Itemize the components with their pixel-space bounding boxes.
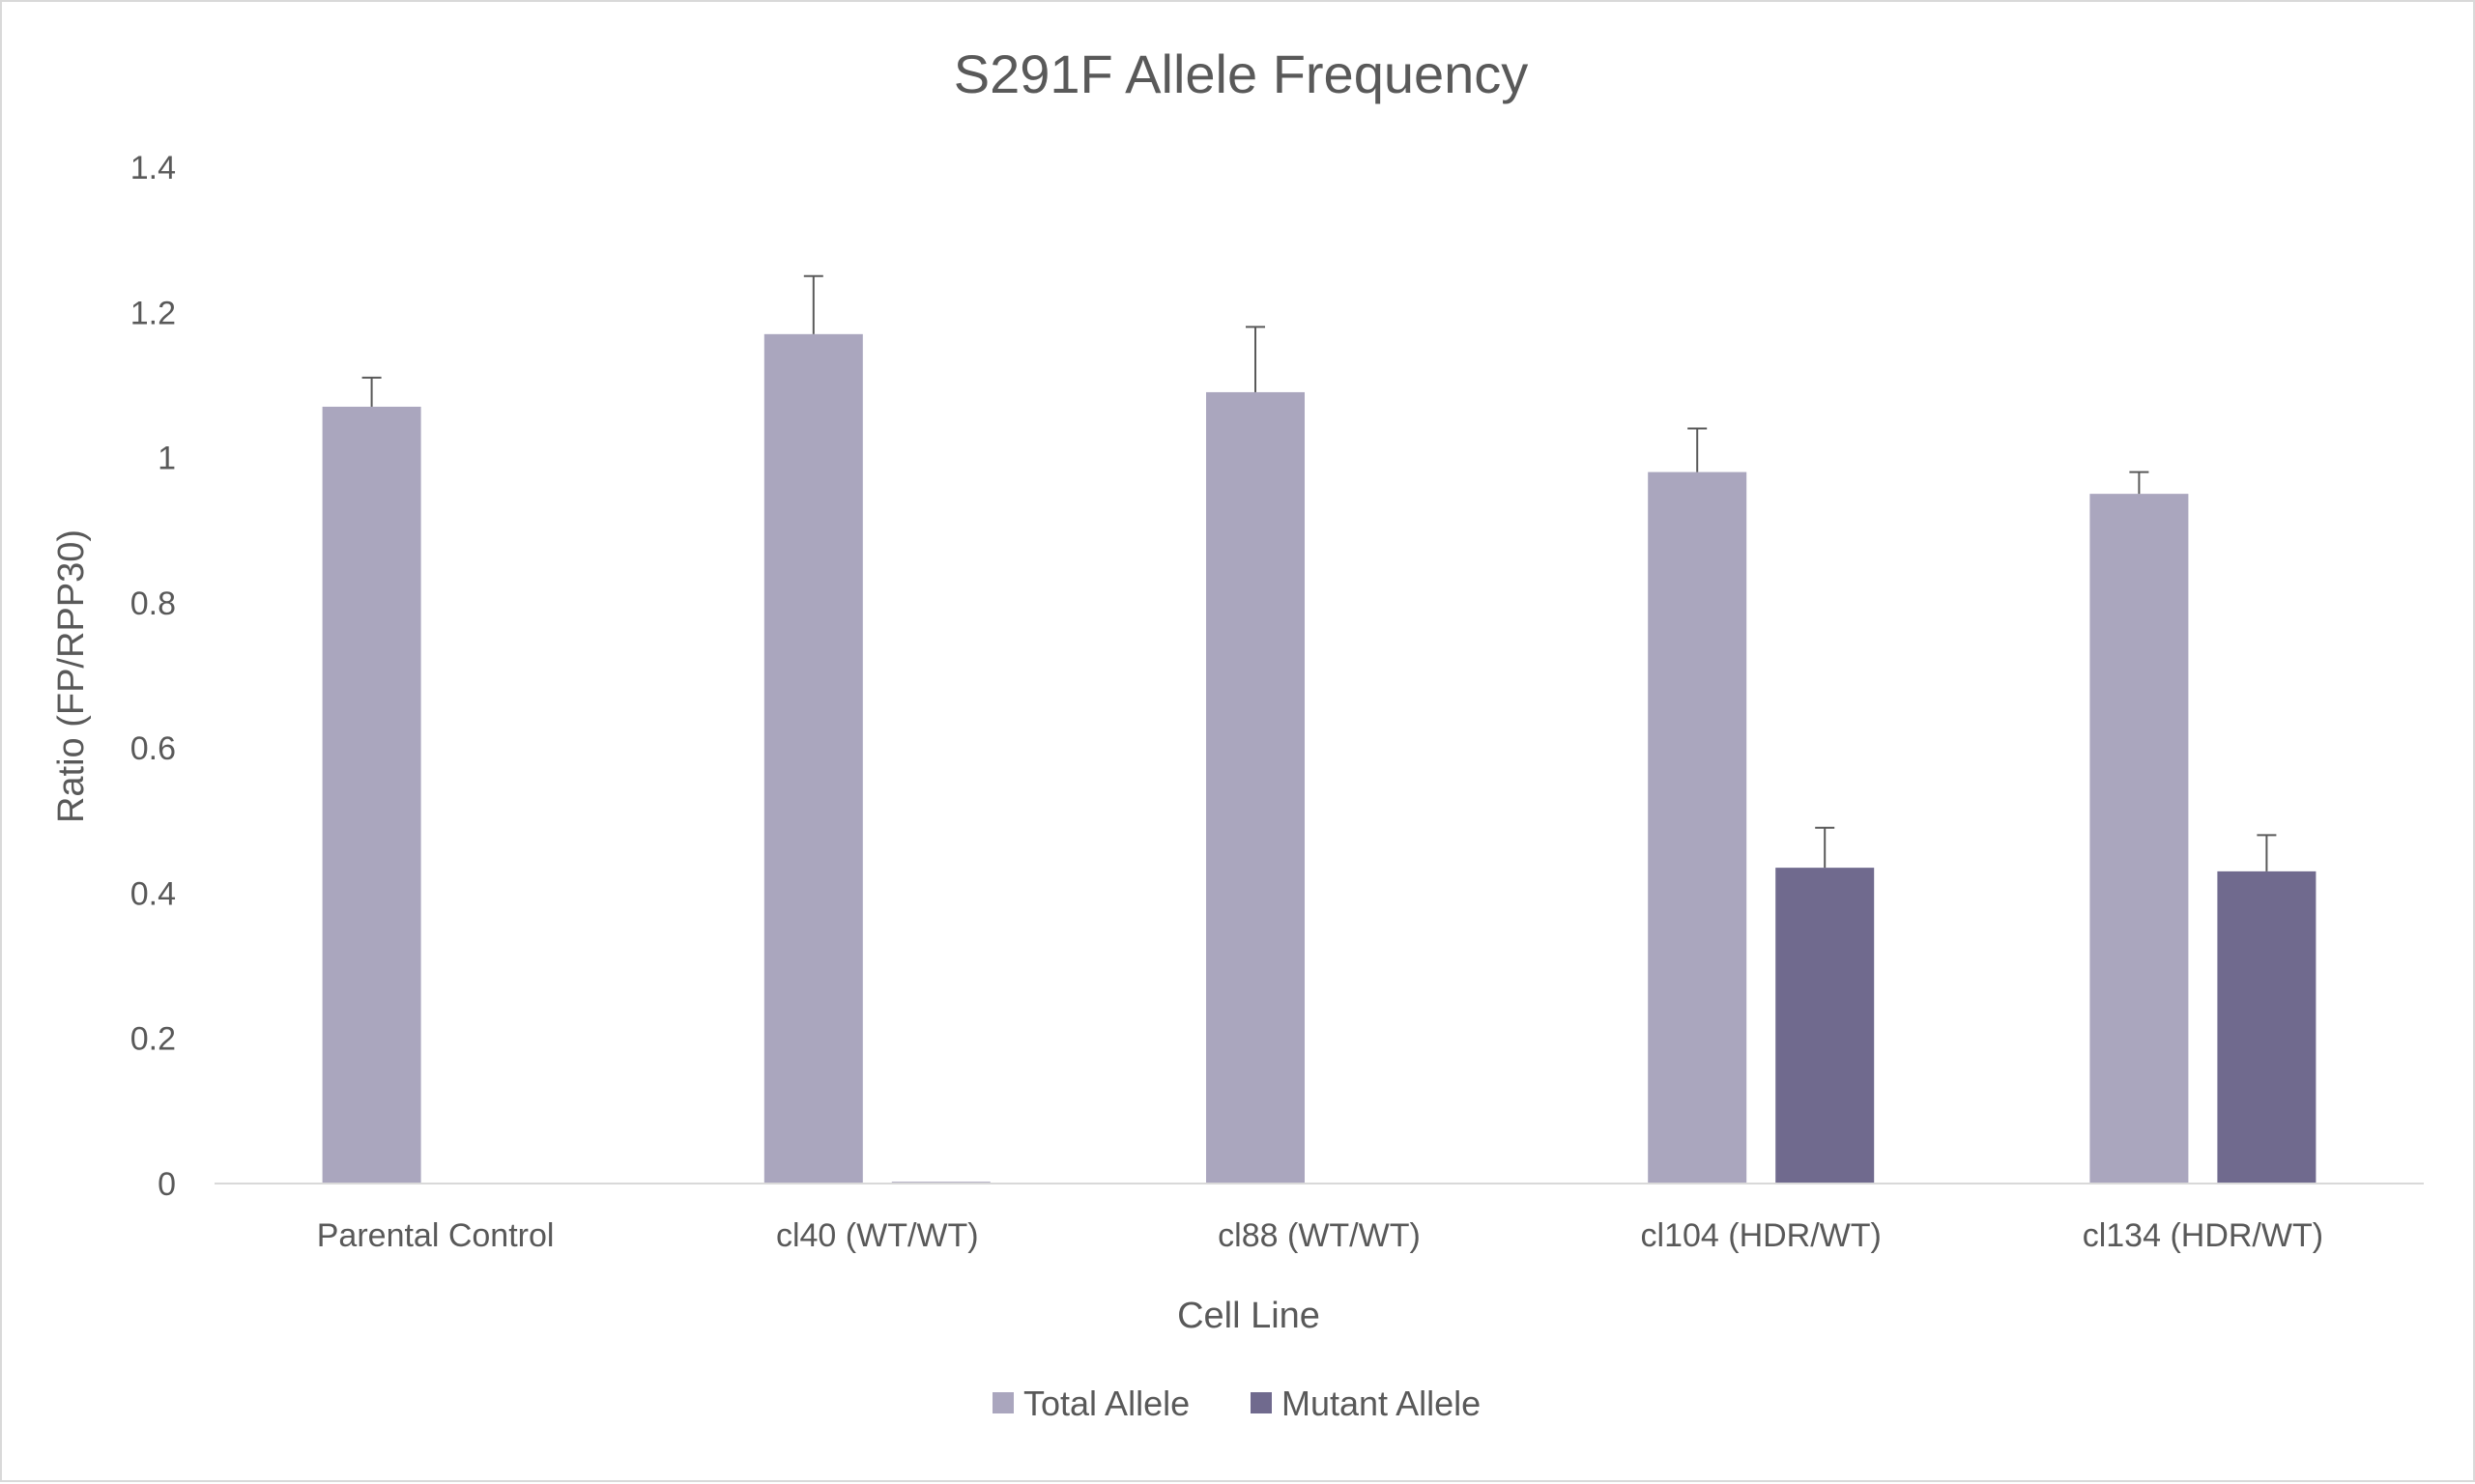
- x-axis-labels: Parental Control cl40 (WT/WT) cl88 (WT/WT)…: [317, 1217, 2323, 1254]
- y-tick-label: 1.2: [130, 295, 176, 331]
- y-tick-label: 1: [158, 441, 176, 477]
- chart-title: S291F Allele Frequency: [954, 43, 1529, 104]
- bars: [322, 333, 2317, 1184]
- x-axis-title: Cell Line: [1177, 1296, 1320, 1336]
- legend: Total Allele Mutant Allele: [993, 1384, 1481, 1423]
- x-tick-label: cl40 (WT/WT): [776, 1217, 979, 1254]
- y-tick-label: 1.4: [130, 150, 176, 186]
- legend-label-total: Total Allele: [1023, 1384, 1190, 1423]
- x-tick-label: cl134 (HDR/WT): [2083, 1217, 2323, 1254]
- y-tick-label: 0.6: [130, 730, 176, 767]
- bar-total-3: [1648, 471, 1747, 1184]
- error-bars: [361, 274, 2277, 871]
- y-tick-label: 0.8: [130, 585, 176, 622]
- bar-total-0: [322, 406, 421, 1184]
- y-axis-ticks: 0 0.2 0.4 0.6 0.8 1 1.2 1.4: [130, 150, 176, 1203]
- bar-total-2: [1206, 391, 1305, 1184]
- y-tick-label: 0.4: [130, 875, 176, 912]
- legend-label-mutant: Mutant Allele: [1281, 1384, 1481, 1423]
- y-tick-label: 0: [158, 1166, 176, 1203]
- bar-mutant-3: [1775, 868, 1875, 1184]
- bar-total-4: [2089, 494, 2189, 1184]
- y-tick-label: 0.2: [130, 1021, 176, 1058]
- bar-mutant-4: [2217, 870, 2317, 1184]
- bar-total-1: [763, 333, 863, 1184]
- x-tick-label: Parental Control: [317, 1217, 555, 1254]
- x-tick-label: cl104 (HDR/WT): [1641, 1217, 1882, 1254]
- legend-swatch-mutant: [1251, 1392, 1272, 1413]
- x-tick-label: cl88 (WT/WT): [1218, 1217, 1421, 1254]
- legend-swatch-total: [993, 1392, 1014, 1413]
- y-axis-title: Ratio (FP/RPP30): [51, 529, 92, 823]
